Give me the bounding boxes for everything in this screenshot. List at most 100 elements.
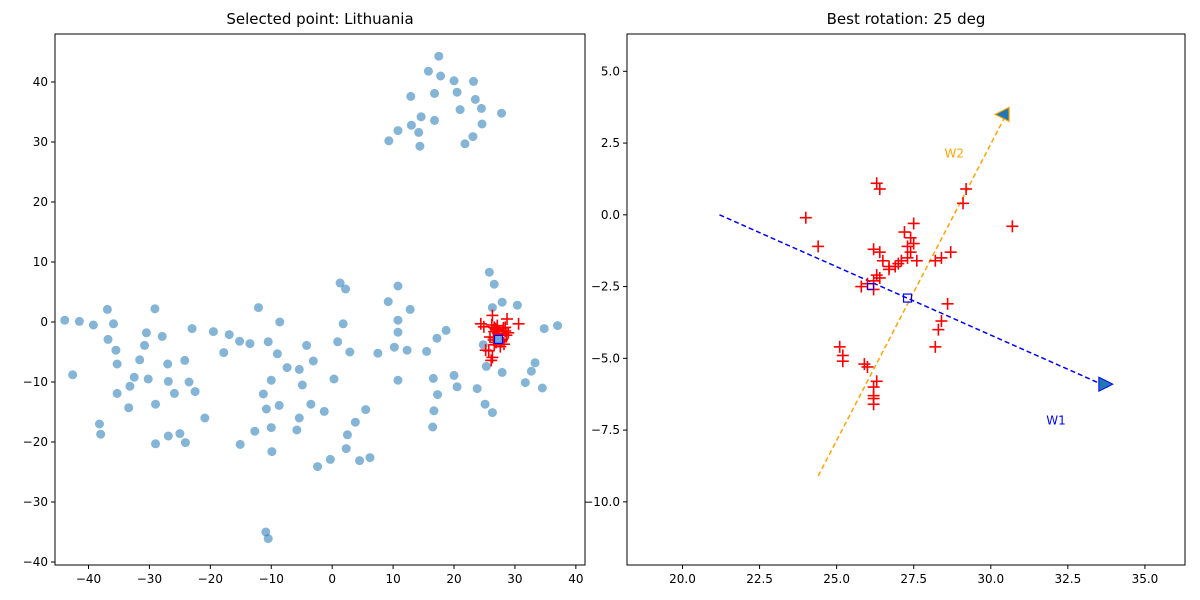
country-point (333, 337, 343, 347)
country-point (452, 382, 462, 392)
neighbor-marker (895, 254, 908, 267)
right-plot-title: Best rotation: 25 deg (827, 10, 986, 28)
country-point (553, 321, 563, 331)
country-point (428, 422, 438, 432)
country-point (468, 132, 478, 142)
country-point (476, 103, 486, 113)
neighbor-marker (941, 297, 954, 310)
neighbor-marker (485, 354, 498, 367)
country-point (338, 319, 348, 329)
country-point (297, 380, 307, 390)
country-point (480, 399, 490, 409)
neighbor-marker (873, 182, 886, 195)
country-point (487, 408, 497, 418)
neighbor-marker (499, 321, 512, 334)
neighbor-marker (485, 319, 498, 331)
left-plot-title: Selected point: Lithuania (226, 10, 413, 28)
country-point (393, 281, 403, 291)
neighbor-marker (873, 246, 886, 259)
country-point (282, 363, 292, 373)
x-tick-label: −40 (76, 572, 101, 586)
country-point (449, 370, 459, 380)
country-point (469, 76, 479, 86)
w2-axis-line (817, 114, 1007, 477)
country-point (429, 406, 439, 416)
country-point (355, 456, 365, 466)
country-point (129, 372, 139, 382)
country-point (103, 334, 113, 344)
neighbor-marker (474, 317, 487, 330)
country-point (350, 417, 360, 427)
country-point (250, 426, 260, 436)
country-point (180, 438, 190, 448)
country-point (455, 105, 465, 115)
country-point (497, 108, 507, 118)
country-point (430, 115, 440, 125)
neighbor-marker (929, 340, 942, 353)
y-tick-label: −5.0 (591, 351, 620, 365)
country-point (432, 333, 442, 343)
y-tick-label: −30 (23, 495, 48, 509)
country-point (219, 348, 229, 358)
neighbor-marker (873, 271, 886, 284)
country-point (184, 377, 194, 387)
x-tick-label: 40 (568, 572, 583, 586)
country-point (345, 347, 355, 357)
country-point (313, 462, 323, 472)
neighbor-marker (960, 182, 973, 195)
country-point (512, 300, 522, 310)
country-point (341, 444, 351, 454)
neighbor-marker (935, 251, 948, 264)
selected-point-marker (493, 334, 504, 344)
country-point (151, 399, 161, 409)
country-point (187, 324, 197, 334)
country-point (151, 439, 161, 449)
country-point (365, 453, 375, 463)
neighbor-marker (904, 246, 917, 259)
country-point (308, 356, 318, 366)
country-point (416, 112, 426, 122)
country-point (537, 383, 547, 393)
country-point (383, 297, 393, 307)
y-tick-label: −7.5 (591, 423, 620, 437)
country-point (263, 337, 273, 347)
neighbor-marker (833, 340, 846, 353)
country-point (434, 51, 444, 61)
country-point (436, 71, 446, 81)
country-point (157, 331, 167, 341)
country-point (96, 429, 106, 439)
neighbor-marker (904, 231, 917, 244)
y-tick-label: 40 (33, 75, 48, 89)
country-point (477, 119, 487, 129)
country-point (484, 267, 494, 277)
neighbor-marker (870, 177, 883, 190)
country-point (88, 320, 98, 330)
country-point (325, 454, 335, 464)
country-point (405, 304, 415, 314)
country-point (180, 355, 190, 365)
y-tick-label: 0 (40, 315, 48, 329)
x-tick-label: 22.5 (746, 572, 773, 586)
right-plot-axes: 20.0 22.5 25.0 27.5 30.0 32.5 35.0 5.0 2.5 0.0 −2.… (583, 64, 1158, 586)
country-point (275, 317, 285, 327)
country-point (393, 375, 403, 385)
neighbor-marker (512, 317, 525, 330)
w2-arrow-marker (993, 106, 1010, 123)
left-scatter-plot: Selected point: Lithuania −40 −30 −20 −10 0 1… (23, 10, 586, 586)
country-point (150, 304, 160, 314)
left-plot-axes: −40 −30 −20 −10 0 10 20 30 40 −40 −30 −20 −10 0 10 20 30… (23, 75, 584, 586)
country-point (245, 339, 255, 349)
neighbor-marker (867, 243, 880, 256)
country-point (428, 373, 438, 383)
country-point (272, 349, 282, 359)
country-point (393, 327, 403, 337)
left-plot-frame (54, 33, 586, 566)
country-point (460, 139, 470, 149)
y-tick-label: −20 (23, 435, 48, 449)
country-point (319, 406, 329, 416)
neighbor-marker (1006, 220, 1019, 233)
x-tick-label: 32.5 (1054, 572, 1081, 586)
country-point (422, 346, 432, 356)
x-tick-label: −30 (137, 572, 162, 586)
